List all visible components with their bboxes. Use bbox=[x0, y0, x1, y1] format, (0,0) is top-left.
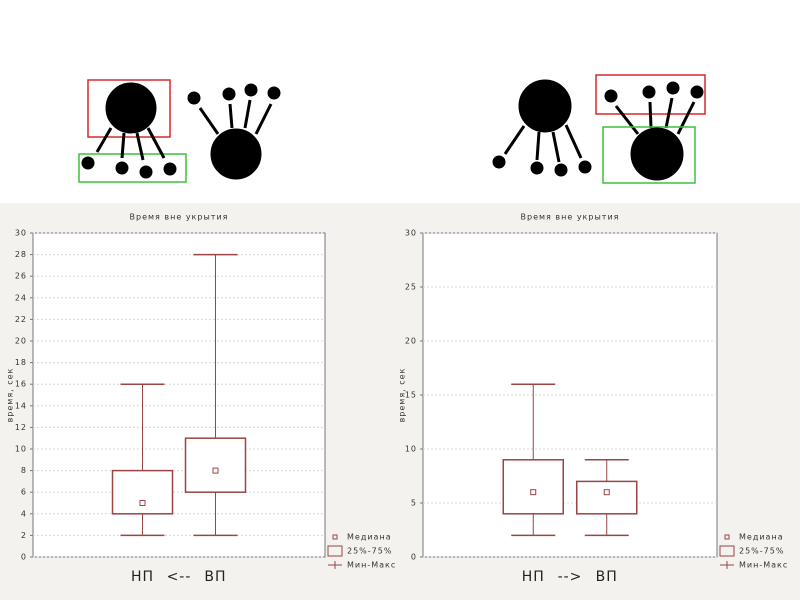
median bbox=[603, 489, 610, 496]
median bbox=[212, 467, 219, 474]
link bbox=[198, 107, 220, 135]
dot bbox=[492, 155, 506, 169]
box bbox=[184, 437, 247, 493]
big-dot bbox=[630, 127, 684, 181]
big-dot bbox=[105, 82, 157, 134]
y-tick-label: 16 bbox=[15, 380, 27, 389]
x-tick-label: НП bbox=[522, 569, 545, 585]
y-tick-label: 8 bbox=[21, 466, 27, 475]
legend-median bbox=[332, 534, 338, 540]
link bbox=[564, 124, 583, 159]
green-frame bbox=[78, 153, 187, 183]
link bbox=[254, 103, 273, 135]
link bbox=[535, 131, 541, 161]
y-tick-label: 10 bbox=[15, 445, 27, 454]
annotation: --> bbox=[558, 569, 583, 585]
red-frame bbox=[87, 79, 171, 138]
box bbox=[576, 480, 638, 515]
link bbox=[648, 101, 653, 129]
diagram bbox=[78, 74, 706, 184]
dot bbox=[554, 163, 568, 177]
legend-label: Мин-Макс bbox=[347, 561, 396, 570]
y-tick-label: 24 bbox=[15, 293, 27, 302]
link bbox=[135, 132, 145, 161]
legend-box bbox=[719, 545, 735, 557]
big-dot bbox=[210, 128, 262, 180]
plot-area bbox=[32, 232, 326, 558]
link bbox=[551, 131, 561, 163]
median bbox=[139, 500, 146, 506]
link bbox=[614, 105, 640, 135]
link bbox=[503, 125, 526, 155]
dot bbox=[666, 81, 680, 95]
x-tick-label: ВП bbox=[204, 569, 226, 585]
y-tick-label: 20 bbox=[405, 337, 417, 346]
link bbox=[95, 127, 113, 153]
y-tick-label: 22 bbox=[15, 315, 27, 324]
box bbox=[502, 459, 564, 515]
dot bbox=[690, 85, 704, 99]
y-tick-label: 2 bbox=[21, 531, 27, 540]
dot bbox=[139, 165, 153, 179]
legend-box bbox=[327, 545, 343, 557]
y-tick-label: 6 bbox=[21, 488, 27, 497]
y-tick-label: 0 bbox=[21, 553, 27, 562]
legend-label: 25%-75% bbox=[347, 547, 392, 556]
x-tick-label: ВП bbox=[596, 569, 618, 585]
legend-label: Медиана bbox=[739, 533, 784, 542]
dot bbox=[604, 89, 618, 103]
y-axis-label: время, сек bbox=[398, 368, 407, 423]
link bbox=[676, 101, 696, 135]
link bbox=[146, 127, 166, 159]
dot bbox=[115, 161, 129, 175]
dot bbox=[222, 87, 236, 101]
link bbox=[228, 103, 234, 129]
dot bbox=[578, 160, 592, 174]
y-tick-label: 28 bbox=[15, 250, 27, 259]
legend-label: Медиана bbox=[347, 533, 392, 542]
dot bbox=[642, 85, 656, 99]
y-tick-label: 20 bbox=[15, 337, 27, 346]
dot bbox=[530, 161, 544, 175]
legend-label: 25%-75% bbox=[739, 547, 784, 556]
green-frame bbox=[602, 126, 696, 184]
link bbox=[243, 99, 252, 129]
y-tick-label: 4 bbox=[21, 509, 27, 518]
legend-label: Мин-Макс bbox=[739, 561, 788, 570]
y-tick-label: 5 bbox=[411, 499, 417, 508]
y-tick-label: 12 bbox=[15, 423, 27, 432]
link bbox=[120, 132, 126, 159]
y-tick-label: 30 bbox=[405, 229, 417, 238]
y-tick-label: 15 bbox=[405, 391, 417, 400]
y-tick-label: 18 bbox=[15, 358, 27, 367]
y-tick-label: 30 bbox=[15, 229, 27, 238]
y-tick-label: 14 bbox=[15, 401, 27, 410]
dot bbox=[163, 162, 177, 176]
y-axis-label: время, сек bbox=[6, 368, 15, 423]
big-dot bbox=[518, 79, 572, 133]
dot bbox=[267, 86, 281, 100]
legend-median bbox=[724, 534, 730, 540]
chart-title: Время вне укрытия bbox=[521, 213, 620, 222]
y-tick-label: 0 bbox=[411, 553, 417, 562]
dot bbox=[187, 91, 201, 105]
box bbox=[111, 469, 174, 515]
annotation: <-- bbox=[167, 569, 192, 585]
y-tick-label: 26 bbox=[15, 272, 27, 281]
median bbox=[530, 489, 537, 496]
chart-title: Время вне укрытия bbox=[130, 213, 229, 222]
dot bbox=[244, 83, 258, 97]
y-tick-label: 10 bbox=[405, 445, 417, 454]
y-tick-label: 25 bbox=[405, 283, 417, 292]
dot bbox=[81, 156, 95, 170]
x-tick-label: НП bbox=[131, 569, 154, 585]
link bbox=[664, 97, 674, 129]
